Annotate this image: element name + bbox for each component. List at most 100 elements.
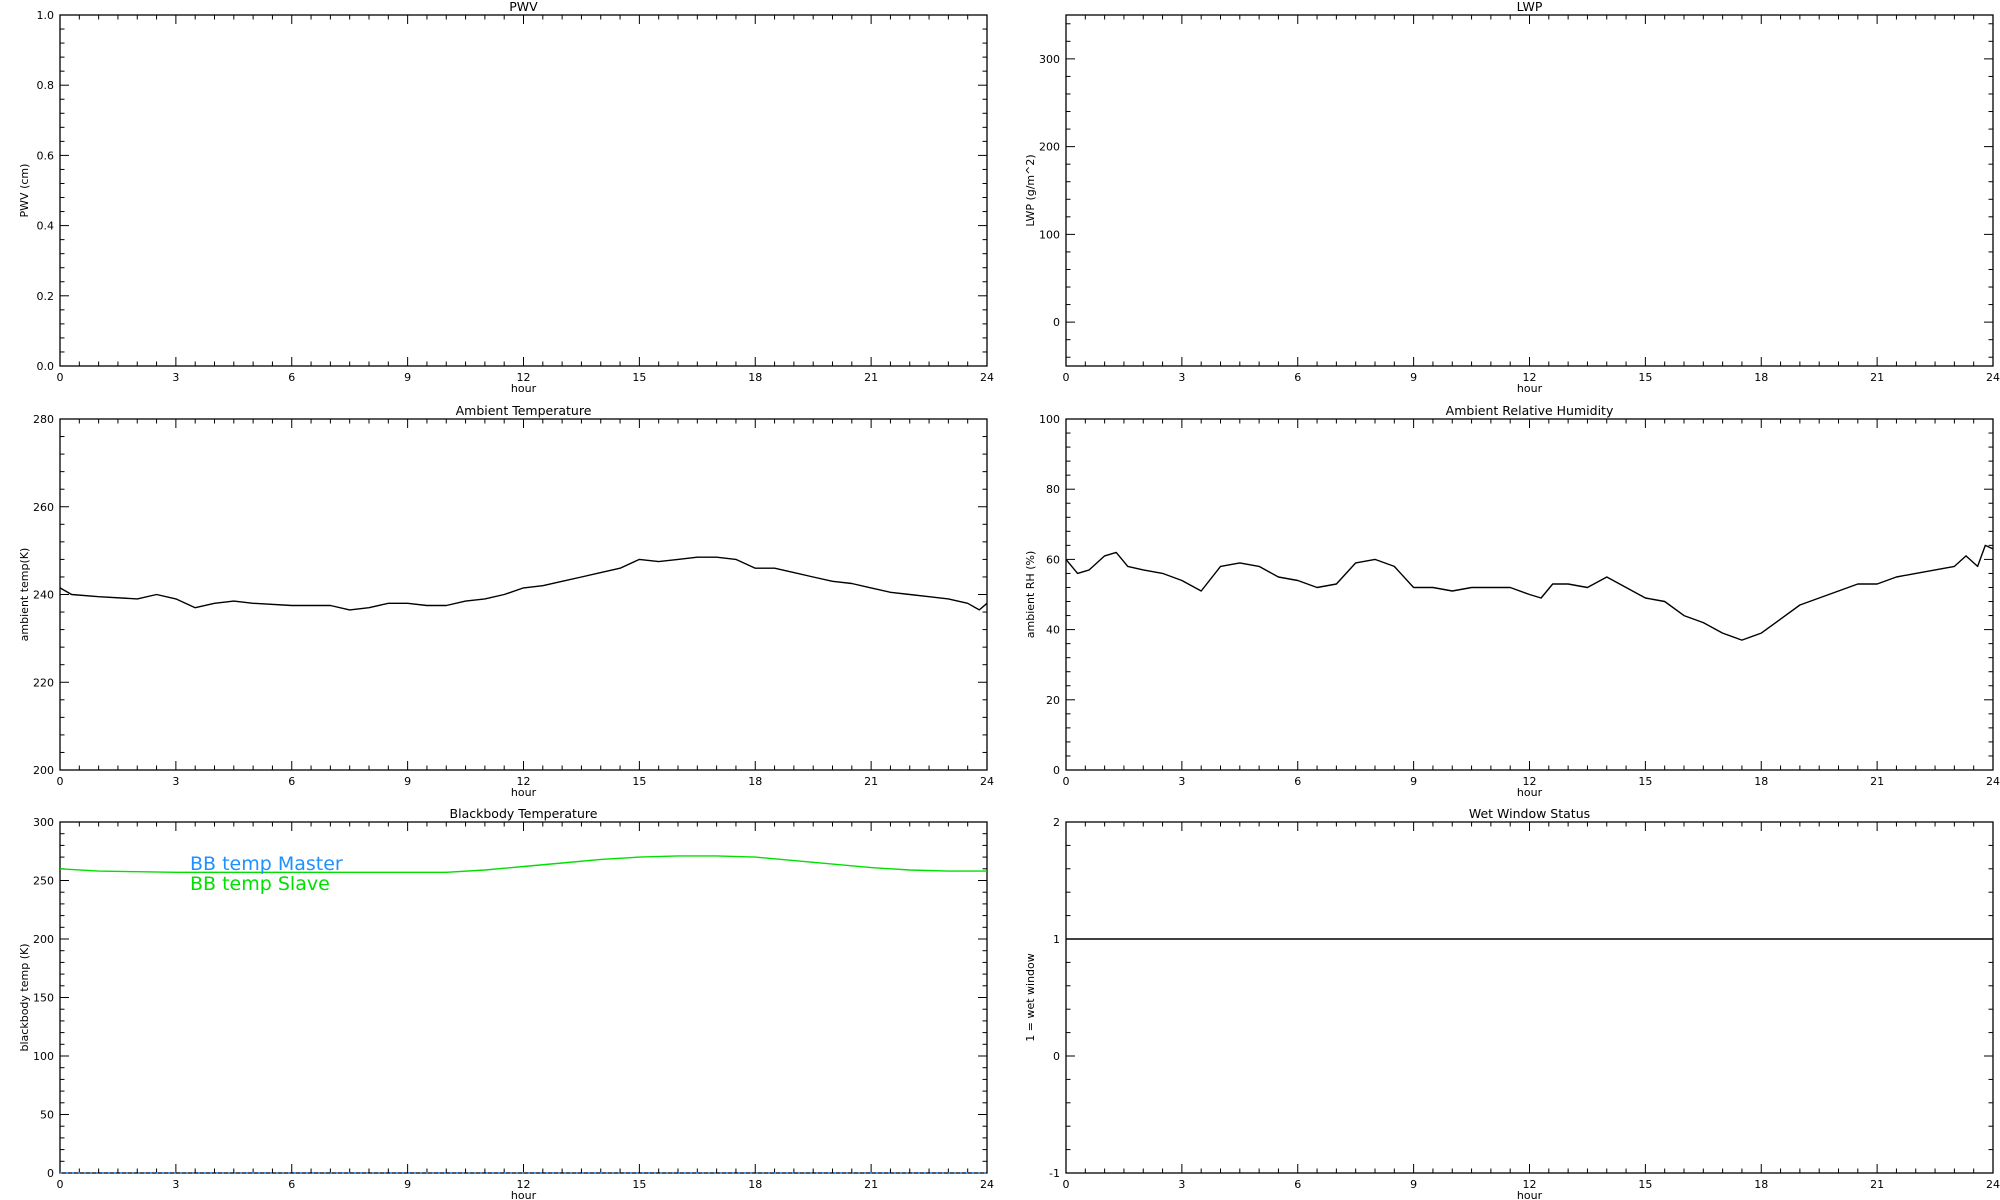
x-tick-label: 24	[980, 1178, 994, 1191]
x-tick-label: 0	[57, 1178, 64, 1191]
y-tick-label: 100	[1039, 413, 1060, 426]
chart-panel: 0 3 6 9 12 15 18 21 24 0 50 100 150 200 250 300 Blackbod…	[18, 806, 994, 1200]
chart-title: LWP	[1517, 0, 1543, 14]
y-tick-label: 300	[1039, 53, 1060, 66]
x-tick-label: 9	[404, 1178, 411, 1191]
y-tick-label: -1	[1049, 1167, 1060, 1180]
x-tick-label: 24	[980, 371, 994, 384]
x-tick-label: 18	[748, 371, 762, 384]
chart-panel: 0 3 6 9 12 15 18 21 24 200 220 240 260 280 Ambient Tem…	[18, 403, 994, 799]
x-tick-label: 12	[517, 371, 531, 384]
x-tick-label: 21	[1870, 775, 1884, 788]
x-tick-label: 6	[288, 1178, 295, 1191]
y-tick-label: 0.4	[37, 220, 55, 233]
x-axis-label: hour	[511, 1189, 537, 1200]
x-tick-label: 15	[632, 1178, 646, 1191]
y-tick-label: 280	[33, 413, 54, 426]
legend-entry: BB temp Master	[190, 853, 343, 875]
series-line	[59, 855, 987, 873]
y-tick-label: 260	[33, 501, 54, 514]
x-tick-label: 12	[517, 775, 531, 788]
x-tick-label: 24	[980, 775, 994, 788]
x-tick-label: 9	[1410, 1178, 1417, 1191]
y-tick-label: 0.8	[37, 79, 55, 92]
chart-title: PWV	[509, 0, 538, 14]
y-tick-label: 50	[40, 1109, 54, 1122]
x-tick-label: 0	[57, 371, 64, 384]
y-tick-label: 0.6	[37, 149, 55, 162]
x-tick-label: 12	[1523, 371, 1537, 384]
y-tick-label: 40	[1046, 624, 1060, 637]
y-tick-label: 220	[33, 676, 54, 689]
y-tick-label: 100	[1039, 228, 1060, 241]
y-tick-label: 0	[47, 1167, 54, 1180]
x-tick-label: 18	[1754, 775, 1768, 788]
x-tick-label: 3	[172, 775, 179, 788]
chart-panel: 0 3 6 9 12 15 18 21 24 0 100 200 300 LWP hour LWP (g/m^…	[1024, 0, 2000, 395]
x-axis-label: hour	[1517, 786, 1543, 799]
y-tick-label: 2	[1053, 816, 1060, 829]
x-tick-label: 3	[172, 371, 179, 384]
x-tick-label: 21	[1870, 1178, 1884, 1191]
x-axis-label: hour	[1517, 1189, 1543, 1200]
x-tick-label: 21	[1870, 371, 1884, 384]
y-tick-label: 200	[33, 933, 54, 946]
x-tick-label: 12	[517, 1178, 531, 1191]
y-tick-label: 1	[1053, 933, 1060, 946]
x-tick-label: 15	[632, 371, 646, 384]
y-axis-label: PWV (cm)	[18, 164, 31, 218]
x-tick-label: 24	[1986, 371, 2000, 384]
y-axis-label: ambient temp(K)	[18, 548, 31, 642]
x-tick-label: 0	[57, 775, 64, 788]
y-tick-label: 100	[33, 1050, 54, 1063]
x-tick-label: 6	[1294, 775, 1301, 788]
chart-panel: 0 3 6 9 12 15 18 21 24 0 20 40 60 80 100 Ambient Relati…	[1024, 403, 2000, 799]
x-tick-label: 21	[864, 775, 878, 788]
x-tick-label: 9	[404, 371, 411, 384]
x-tick-label: 6	[288, 371, 295, 384]
plot-frame	[59, 418, 988, 771]
x-tick-label: 3	[172, 1178, 179, 1191]
x-tick-label: 0	[1063, 1178, 1070, 1191]
chart-panel: 0 3 6 9 12 15 18 21 24 0.0 0.2 0.4 0.6 0.8 1.0 PWV hour P…	[18, 0, 994, 395]
y-tick-label: 0.2	[37, 290, 55, 303]
y-tick-label: 200	[33, 764, 54, 777]
x-tick-label: 21	[864, 1178, 878, 1191]
y-tick-label: 1.0	[37, 9, 55, 22]
y-tick-label: 0	[1053, 316, 1060, 329]
series-line	[1065, 544, 1994, 641]
y-axis-label: 1 = wet window	[1024, 953, 1037, 1042]
x-tick-label: 3	[1178, 775, 1185, 788]
x-tick-label: 6	[288, 775, 295, 788]
x-tick-label: 9	[1410, 775, 1417, 788]
chart-title: Blackbody Temperature	[450, 806, 598, 821]
plot-frame	[59, 14, 988, 367]
x-tick-label: 18	[1754, 371, 1768, 384]
y-tick-label: 300	[33, 816, 54, 829]
y-tick-label: 0	[1053, 764, 1060, 777]
x-tick-label: 18	[1754, 1178, 1768, 1191]
y-tick-label: 60	[1046, 553, 1060, 566]
x-tick-label: 12	[1523, 775, 1537, 788]
legend-entry: BB temp Slave	[190, 873, 330, 895]
chart-title: Ambient Relative Humidity	[1446, 403, 1614, 418]
series-line	[59, 556, 988, 611]
y-tick-label: 150	[33, 992, 54, 1005]
x-tick-label: 15	[1638, 1178, 1652, 1191]
x-tick-label: 24	[1986, 775, 2000, 788]
y-axis-label: LWP (g/m^2)	[1024, 154, 1037, 226]
x-tick-label: 3	[1178, 1178, 1185, 1191]
x-axis-label: hour	[511, 382, 537, 395]
chart-title: Ambient Temperature	[456, 403, 592, 418]
x-tick-label: 0	[1063, 775, 1070, 788]
y-tick-label: 240	[33, 589, 54, 602]
x-tick-label: 0	[1063, 371, 1070, 384]
x-tick-label: 12	[1523, 1178, 1537, 1191]
x-tick-label: 3	[1178, 371, 1185, 384]
y-tick-label: 250	[33, 875, 54, 888]
x-tick-label: 6	[1294, 371, 1301, 384]
x-tick-label: 24	[1986, 1178, 2000, 1191]
y-tick-label: 80	[1046, 483, 1060, 496]
